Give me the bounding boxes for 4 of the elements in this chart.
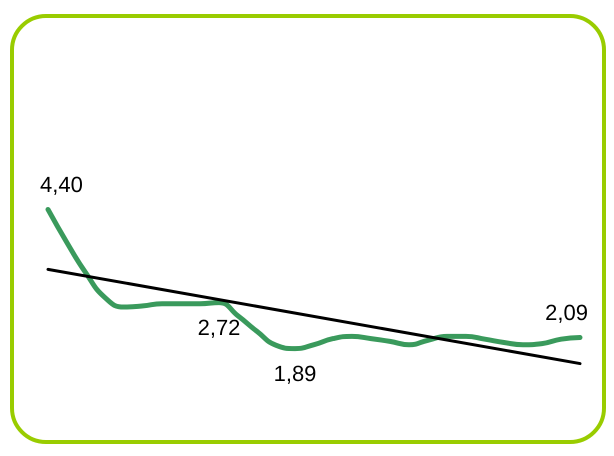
data-label: 1,89 [274,361,316,386]
data-label: 2,09 [545,300,588,326]
data-label: 2,72 [198,315,240,340]
data-label: 4,40 [40,172,83,197]
